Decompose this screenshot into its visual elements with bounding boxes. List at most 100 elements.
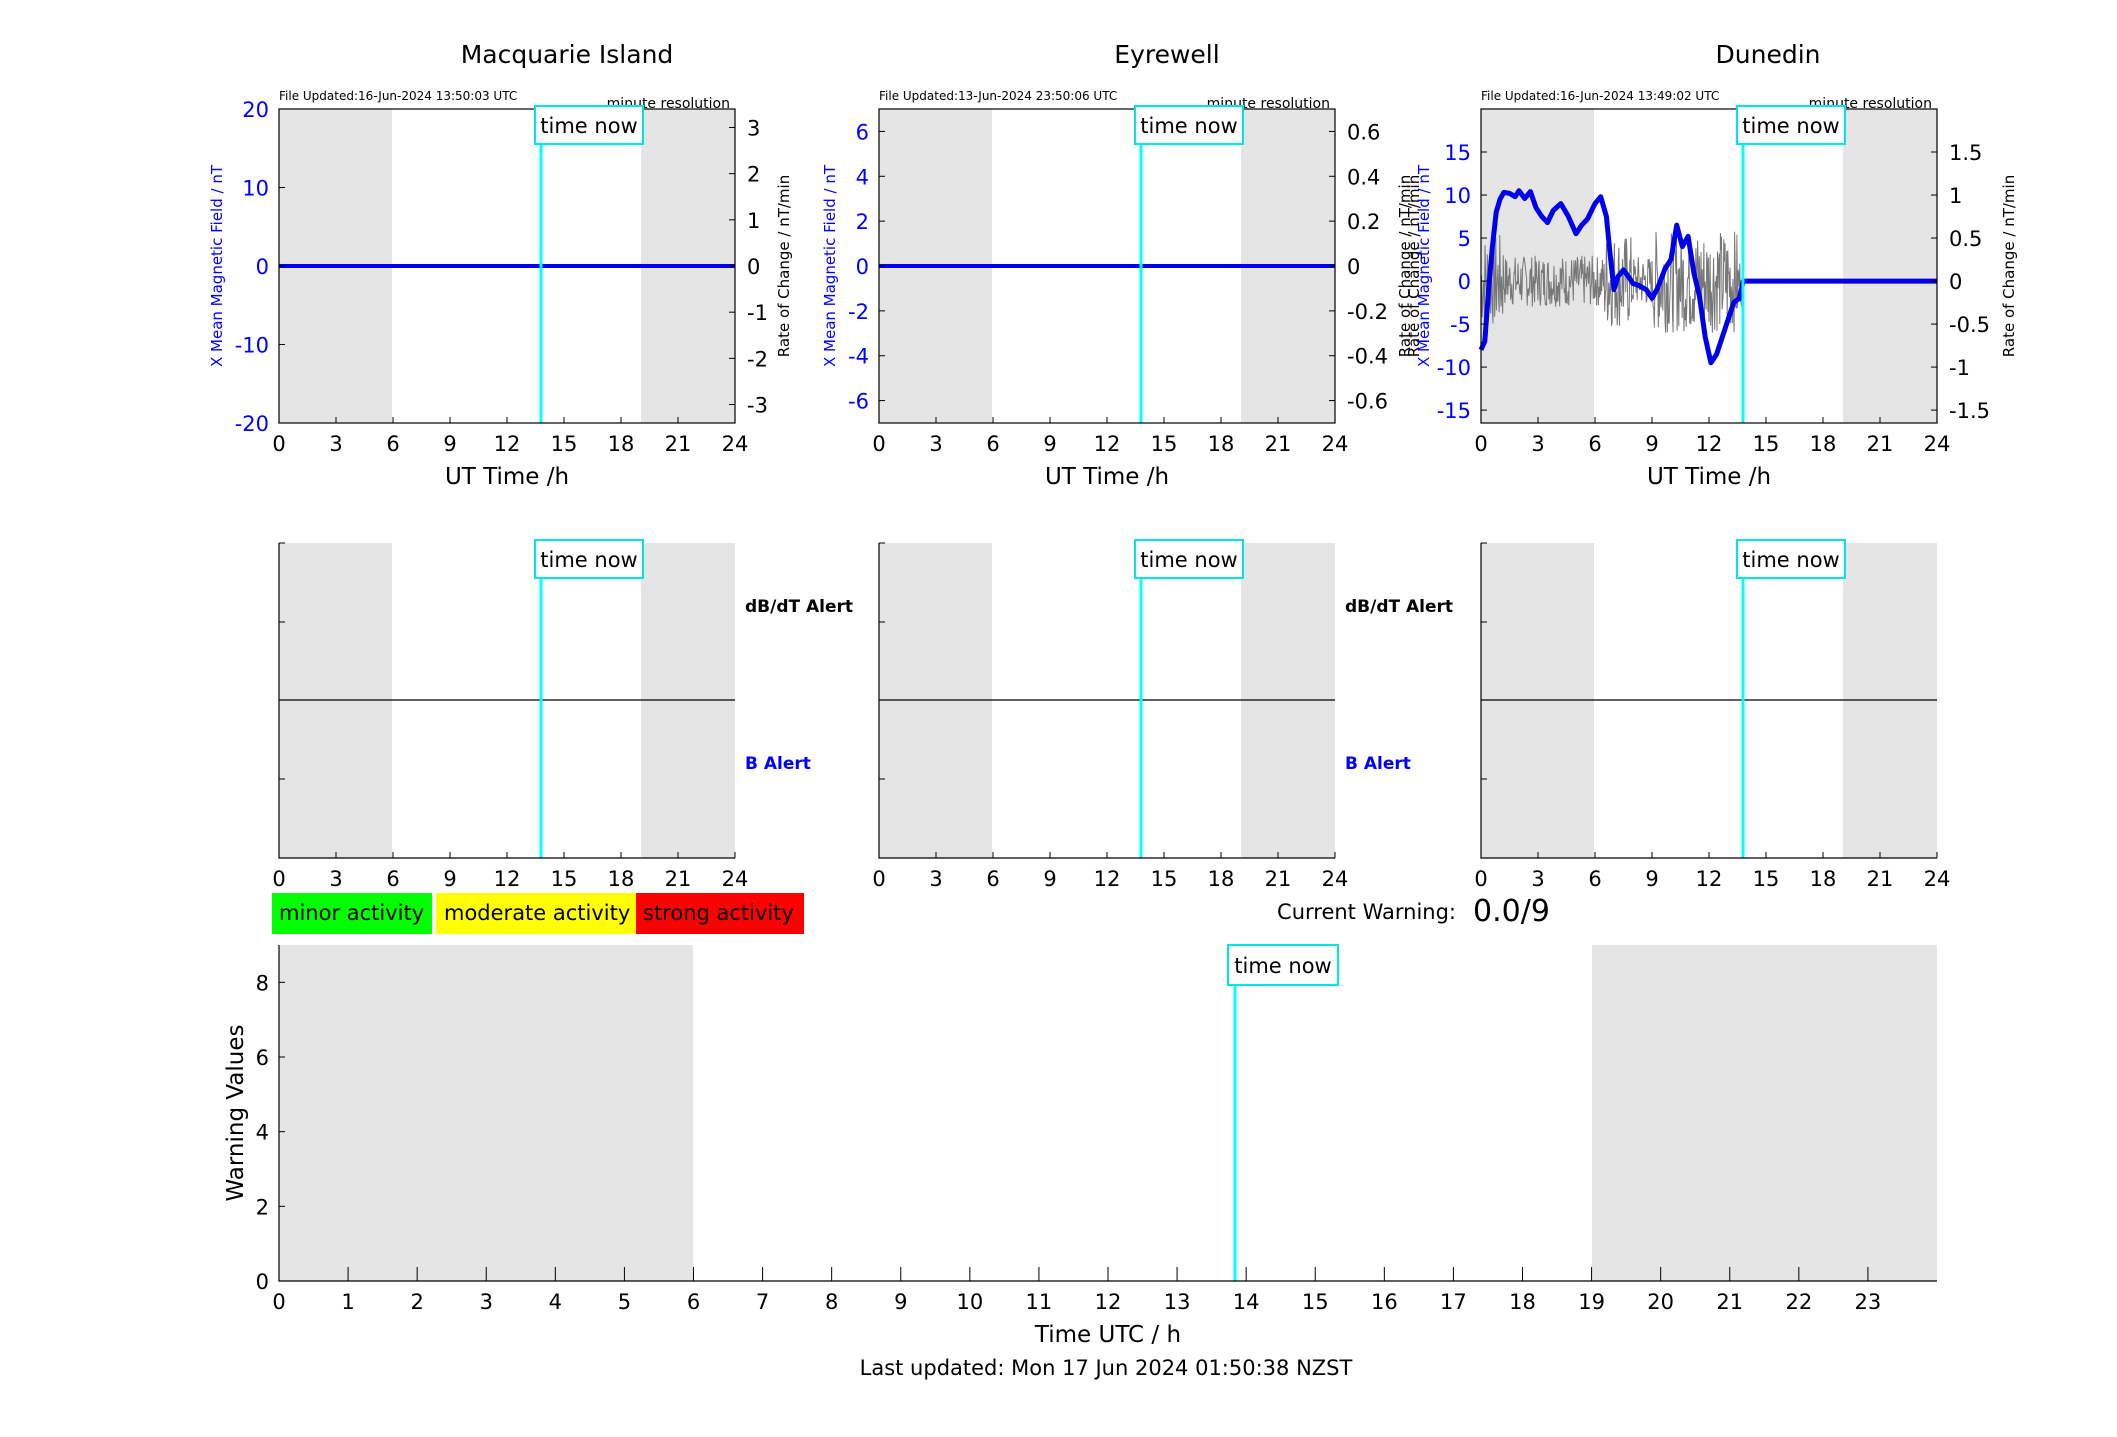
y-right-tick-label: 0 <box>747 255 760 279</box>
time-now-label-box: time now <box>1134 105 1244 145</box>
y-right-tick-label: 1 <box>1949 184 1962 208</box>
x-tick-label: 3 <box>329 432 342 456</box>
x-axis-label: UT Time /h <box>1045 464 1169 490</box>
x-tick-label: 6 <box>986 432 999 456</box>
x-tick-label: 11 <box>1026 1290 1053 1314</box>
x-tick-label: 9 <box>443 432 456 456</box>
time-now-label: time now <box>1742 548 1839 572</box>
y-left-tick-label: 5 <box>1458 227 1471 251</box>
y-left-tick-label: 0 <box>856 255 869 279</box>
b-alert-label: B Alert <box>1345 754 1411 774</box>
x-tick-label: 6 <box>1588 432 1601 456</box>
y-right-tick-label: 1 <box>747 209 760 233</box>
x-tick-label: 3 <box>329 867 342 891</box>
x-axis-label: UT Time /h <box>1647 464 1771 490</box>
y-left-tick-label: -5 <box>1450 313 1471 337</box>
x-tick-label: 0 <box>272 432 285 456</box>
x-tick-label: 14 <box>1233 1290 1260 1314</box>
alert-plot-eyrewell: 0 3 6 9 12 15 18 21 24 dB/dT Alert B Alert time … <box>872 539 1453 891</box>
last-updated-text: Last updated: Mon 17 Jun 2024 01:50:38 N… <box>860 1356 1353 1380</box>
station-title-macquarie: Macquarie Island <box>461 40 674 69</box>
x-tick-label: 18 <box>1208 867 1235 891</box>
current-warning-label: Current Warning: <box>1277 900 1456 924</box>
y-left-tick-label: -10 <box>235 334 269 358</box>
y-left-tick-label: -20 <box>235 412 269 436</box>
y-left-tick-label: 2 <box>856 210 869 234</box>
y-right-tick-label: 1.5 <box>1949 141 1982 165</box>
x-tick-label: 3 <box>1531 432 1544 456</box>
y-left-tick-label: -4 <box>848 345 869 369</box>
x-tick-label: 20 <box>1647 1290 1674 1314</box>
x-tick-label: 15 <box>551 867 578 891</box>
x-tick-label: 0 <box>872 432 885 456</box>
x-tick-label: 3 <box>1531 867 1544 891</box>
y-axis-right-label: Rate of Change / nT/min <box>1405 175 1423 357</box>
x-tick-label: 18 <box>1810 867 1837 891</box>
x-tick-label: 3 <box>929 867 942 891</box>
y-right-tick-label: -0.5 <box>1949 313 1990 337</box>
time-now-label-box: time now <box>534 539 644 579</box>
y-right-tick-label: 0.2 <box>1347 210 1380 234</box>
file-updated-text: File Updated:13-Jun-2024 23:50:06 UTC <box>879 89 1117 103</box>
y-axis-left-label: X Mean Magnetic Field / nT <box>1415 164 1433 367</box>
x-tick-label: 4 <box>549 1290 562 1314</box>
x-tick-label: 9 <box>1043 432 1056 456</box>
y-left-tick-label: 15 <box>1444 141 1471 165</box>
y-tick-label: 8 <box>256 971 269 995</box>
x-tick-label: 15 <box>1753 432 1780 456</box>
activity-legend: minor activity moderate activity strong … <box>272 893 804 934</box>
y-tick-label: 6 <box>256 1046 269 1070</box>
x-tick-label: 12 <box>1696 432 1723 456</box>
file-updated-text: File Updated:16-Jun-2024 13:50:03 UTC <box>279 89 517 103</box>
x-tick-label: 9 <box>894 1290 907 1314</box>
time-now-label: time now <box>1140 114 1237 138</box>
x-tick-label: 24 <box>1924 432 1951 456</box>
x-tick-label: 18 <box>608 432 635 456</box>
y-left-tick-label: 0 <box>256 255 269 279</box>
x-tick-label: 10 <box>956 1290 983 1314</box>
x-tick-label: 24 <box>1322 432 1349 456</box>
x-tick-label: 6 <box>386 432 399 456</box>
y-left-tick-label: 20 <box>242 98 269 122</box>
y-axis-label: Warning Values <box>223 1024 249 1201</box>
y-right-tick-label: 0.5 <box>1949 227 1982 251</box>
station-title-dunedin: Dunedin <box>1716 40 1821 69</box>
x-tick-label: 6 <box>386 867 399 891</box>
y-right-tick-label: -1 <box>747 301 768 325</box>
legend-strong-label: strong activity <box>643 901 794 925</box>
y-left-tick-label: -2 <box>848 300 869 324</box>
x-tick-label: 12 <box>1094 867 1121 891</box>
x-tick-label: 0 <box>272 867 285 891</box>
x-tick-label: 16 <box>1371 1290 1398 1314</box>
x-tick-label: 15 <box>1151 867 1178 891</box>
x-tick-label: 15 <box>551 432 578 456</box>
rate-trace-path <box>1480 229 1744 333</box>
x-tick-label: 18 <box>1208 432 1235 456</box>
x-tick-label: 21 <box>1265 867 1292 891</box>
legend-moderate-label: moderate activity <box>444 901 630 925</box>
time-now-label-box: time now <box>1736 105 1846 145</box>
x-tick-label: 6 <box>986 867 999 891</box>
x-tick-label: 18 <box>1509 1290 1536 1314</box>
x-tick-label: 15 <box>1753 867 1780 891</box>
y-right-tick-label: 2 <box>747 163 760 187</box>
x-tick-label: 21 <box>1867 867 1894 891</box>
x-tick-label: 5 <box>618 1290 631 1314</box>
dbdt-alert-label: dB/dT Alert <box>745 597 853 617</box>
current-warning-value: 0.0/9 <box>1473 894 1550 929</box>
y-left-tick-label: 6 <box>856 120 869 144</box>
time-now-label-box: time now <box>1227 944 1339 986</box>
field-plot-eyrewell: 0 3 6 9 12 15 18 21 24 6 4 2 0 -2 -4 -6 0.6 0.4 0.2 0 -0.2… <box>821 89 1423 490</box>
x-tick-label: 22 <box>1785 1290 1812 1314</box>
y-left-tick-label: -6 <box>848 390 869 414</box>
x-tick-label: 12 <box>1094 432 1121 456</box>
b-alert-label: B Alert <box>745 754 811 774</box>
alert-plot-macquarie: 0 3 6 9 12 15 18 21 24 dB/dT Alert B Alert time … <box>272 539 853 891</box>
x-tick-label: 12 <box>1095 1290 1122 1314</box>
legend-moderate-swatch <box>436 893 636 934</box>
night-shade-late <box>1592 945 1937 1281</box>
rate-of-change-trace <box>1480 229 1744 333</box>
y-axis-left-label: X Mean Magnetic Field / nT <box>821 164 839 367</box>
x-tick-label: 15 <box>1302 1290 1329 1314</box>
time-now-label-box: time now <box>1736 539 1846 579</box>
